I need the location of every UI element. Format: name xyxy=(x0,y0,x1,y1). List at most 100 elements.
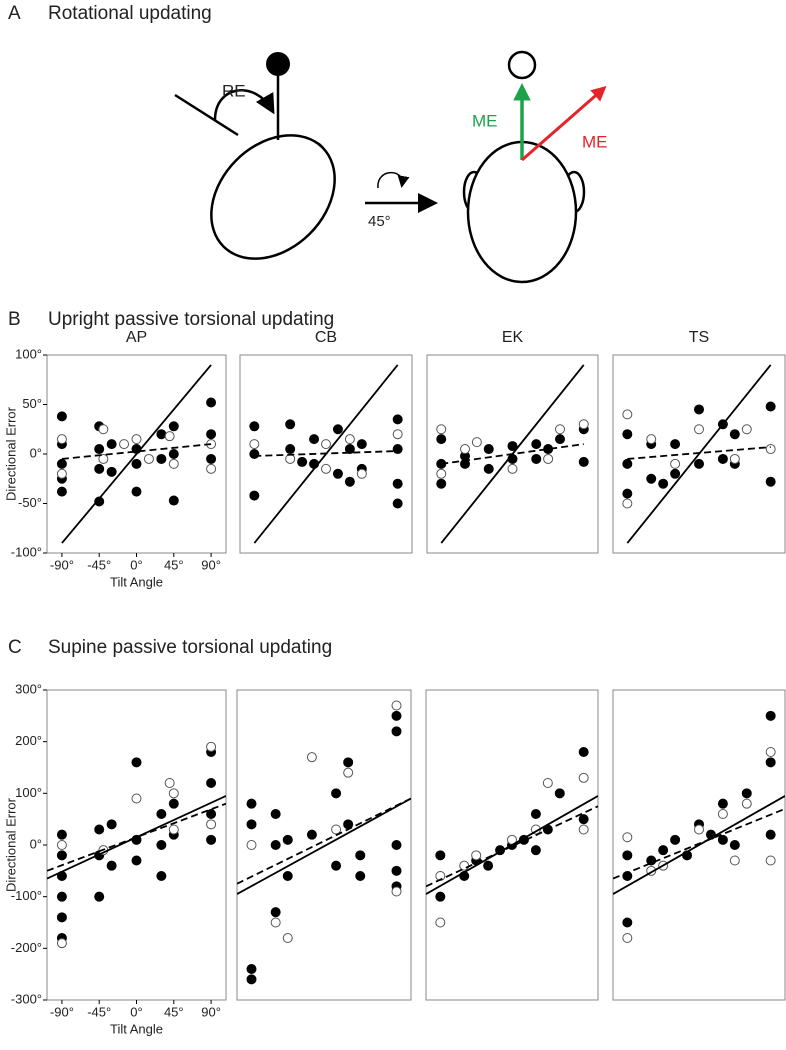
point xyxy=(729,429,740,440)
point xyxy=(331,824,342,835)
point xyxy=(391,840,402,850)
point xyxy=(578,456,589,467)
rotation-arrow xyxy=(365,171,438,213)
point xyxy=(131,434,142,445)
point xyxy=(344,444,355,455)
point xyxy=(56,486,67,497)
point xyxy=(483,860,494,871)
point xyxy=(56,411,67,422)
point xyxy=(164,431,175,442)
point xyxy=(282,834,293,845)
re-label: RE xyxy=(222,81,246,100)
plot-frame xyxy=(239,354,413,554)
point xyxy=(306,829,317,840)
point xyxy=(531,439,542,450)
point xyxy=(246,798,257,809)
point xyxy=(249,421,260,432)
point xyxy=(56,434,67,445)
point xyxy=(94,824,105,835)
point xyxy=(531,453,542,464)
panel-label: C xyxy=(8,637,22,658)
x-tick-label: 45° xyxy=(164,1004,184,1019)
point xyxy=(106,860,117,871)
y-tick-label: -100° xyxy=(11,888,42,903)
point xyxy=(156,453,167,464)
point xyxy=(332,468,343,479)
panel-title: Supine passive torsional updating xyxy=(48,637,332,658)
point xyxy=(168,798,179,809)
point xyxy=(156,809,167,819)
x-axis-label: Tilt Angle xyxy=(110,1021,163,1036)
point xyxy=(578,772,589,783)
point xyxy=(206,397,217,408)
point xyxy=(206,819,217,830)
point xyxy=(622,850,633,861)
fit-line xyxy=(627,446,771,460)
point xyxy=(285,444,296,455)
point xyxy=(343,767,354,778)
point xyxy=(94,463,105,474)
point xyxy=(119,439,130,450)
point xyxy=(306,752,317,763)
fit-line xyxy=(254,450,398,457)
point xyxy=(729,855,740,866)
point xyxy=(282,871,293,881)
y-tick-label: -50° xyxy=(18,495,42,510)
point xyxy=(391,710,402,721)
point xyxy=(471,437,482,448)
point xyxy=(106,466,117,477)
point xyxy=(206,809,217,819)
fit-line xyxy=(426,795,598,895)
y-tick-label: 200° xyxy=(15,733,42,748)
fit-line xyxy=(426,805,598,888)
point xyxy=(460,458,470,469)
point xyxy=(578,419,589,430)
point xyxy=(249,439,260,450)
point xyxy=(530,845,541,856)
point xyxy=(206,429,217,440)
point xyxy=(168,824,179,835)
point xyxy=(658,478,669,489)
y-tick-label: -300° xyxy=(11,991,42,1006)
me-red-label: ME xyxy=(582,132,608,151)
point xyxy=(555,434,565,445)
point xyxy=(168,421,179,432)
point xyxy=(435,891,446,902)
point xyxy=(246,819,257,830)
point xyxy=(98,424,109,435)
fit-line xyxy=(237,797,411,895)
y-tick-label: 300° xyxy=(15,681,42,696)
point xyxy=(56,468,67,479)
point xyxy=(694,824,704,835)
point xyxy=(765,476,776,487)
point xyxy=(94,444,105,455)
x-tick-label: -90° xyxy=(50,557,74,572)
y-tick-label: 100° xyxy=(15,346,42,361)
target xyxy=(266,52,290,76)
point xyxy=(168,495,179,506)
plot-area xyxy=(249,364,403,544)
plot-area xyxy=(436,364,589,544)
point xyxy=(106,439,117,450)
point xyxy=(168,449,179,459)
y-tick-label: 0° xyxy=(30,445,42,460)
point xyxy=(729,840,740,850)
point xyxy=(622,458,633,469)
point xyxy=(694,404,704,415)
x-tick-label: 45° xyxy=(164,557,184,572)
point xyxy=(622,917,633,928)
plot-frame xyxy=(612,689,786,1001)
point xyxy=(56,829,67,840)
point xyxy=(246,840,257,850)
point xyxy=(483,444,494,455)
fit-line xyxy=(626,364,772,544)
y-tick-label: 100° xyxy=(15,785,42,800)
point xyxy=(164,778,175,788)
subject-title: EK xyxy=(502,329,524,346)
point xyxy=(355,850,366,861)
point xyxy=(670,834,681,845)
point xyxy=(391,865,402,876)
point xyxy=(765,855,776,866)
fit-line xyxy=(47,795,226,880)
